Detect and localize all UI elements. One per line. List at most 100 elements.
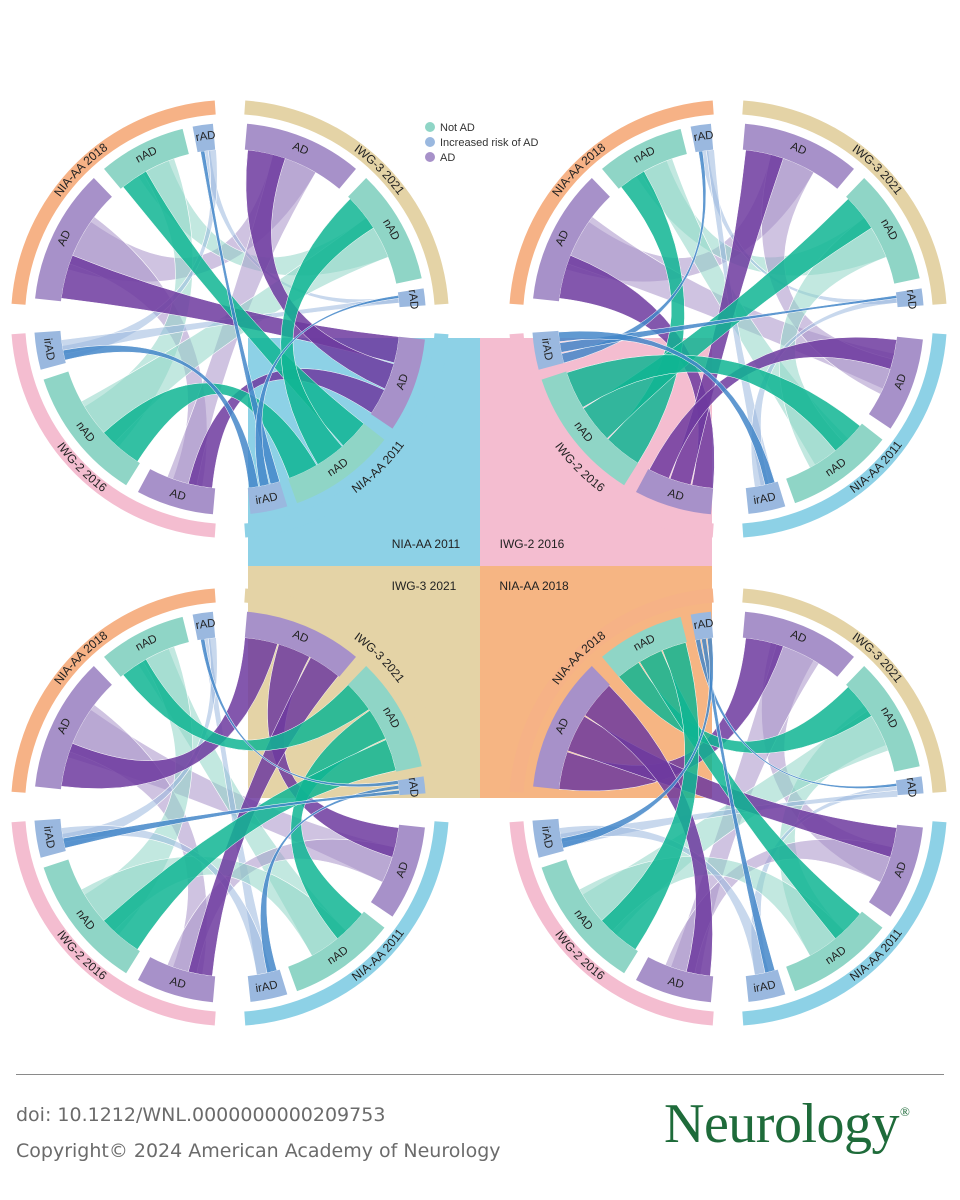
group-ring-nia-aa-2011: [742, 333, 947, 538]
ribbon-highlight-nad: [566, 354, 861, 452]
group-ring-iwg-3-2021: [742, 100, 947, 305]
chord-top-right-ribbons: [558, 149, 898, 489]
segment-ad: [742, 611, 854, 677]
chord-bottom-right-ribbons: [558, 637, 899, 977]
segment-label-ad: AD: [666, 487, 685, 503]
segment-label-ad: AD: [394, 372, 411, 391]
segment-ad: [868, 336, 923, 429]
legend-label-0: Not AD: [440, 122, 475, 134]
segment-irad: [745, 481, 786, 514]
legend: Not AD Increased risk of AD AD: [425, 122, 538, 164]
chord-top-left: NIA-AA 2018ADnADirADIWG-3 2021ADnADirADN…: [0, 0, 449, 538]
segment-irad: [397, 776, 426, 796]
group-ring-iwg-2-2016: [11, 333, 216, 538]
segment-nad: [786, 911, 883, 992]
segment-nad: [43, 859, 140, 974]
segment-ad: [742, 123, 854, 189]
segment-ad: [533, 666, 610, 790]
segment-label-ad: AD: [892, 372, 909, 391]
chord-top-left-ribbons: [60, 149, 400, 489]
group-ring-iwg-2-2016: [509, 333, 714, 538]
segment-irad: [745, 969, 786, 1002]
segment-nad: [602, 616, 687, 677]
segment-label-ad: AD: [789, 140, 808, 157]
neurology-logo: Neurology®: [664, 1092, 910, 1156]
segment-label-irad: irAD: [255, 491, 279, 507]
segment-label-irad: irAD: [0, 0, 216, 144]
ribbon-highlight-irad: [200, 638, 399, 788]
segment-label-ad: AD: [168, 487, 187, 503]
segment-nad: [288, 911, 385, 992]
segment-nad: [348, 178, 422, 284]
legend-swatch-0: [425, 122, 435, 132]
segment-label-irad: irAD: [0, 0, 714, 144]
segment-label-irad: irAD: [41, 826, 56, 850]
segment-ad: [533, 178, 610, 302]
segment-ad: [137, 957, 216, 1003]
segment-label-irad: irAD: [539, 338, 554, 362]
segment-nad: [288, 423, 385, 504]
segment-irad: [397, 288, 426, 308]
segment-irad: [532, 818, 564, 858]
group-ring-nia-aa-2018: [11, 100, 216, 305]
segment-irad: [690, 611, 714, 641]
quadrant-iwg-2-2016-label: IWG-2 2016: [500, 537, 565, 551]
quadrant-nia-aa-2011-label: NIA-AA 2011: [392, 537, 461, 551]
chord-bottom-left-ribbons: [60, 637, 400, 977]
segment-label-ad: AD: [291, 628, 310, 645]
segment-nad: [104, 616, 189, 677]
segment-ad: [370, 824, 425, 917]
segment-nad: [43, 371, 140, 486]
segment-irad: [192, 611, 216, 641]
chord-diagram-figure: NIA-AA 2011 IWG-2 2016 IWG-3 2021 NIA-AA 20…: [0, 0, 947, 1026]
segment-label-irad: irAD: [41, 338, 56, 362]
segment-ad: [244, 611, 356, 677]
segment-ad: [35, 178, 112, 302]
segment-ad: [244, 123, 356, 189]
segment-nad: [541, 859, 638, 974]
group-ring-nia-aa-2011: [742, 821, 947, 1026]
group-ring-iwg-2-2016: [509, 821, 714, 1026]
segment-irad: [532, 330, 564, 370]
segment-label-irad: irAD: [539, 826, 554, 850]
quadrant-nia-aa-2018-label: NIA-AA 2018: [499, 579, 569, 593]
legend-label-1: Increased risk of AD: [440, 137, 538, 149]
ribbon-highlight-irad: [558, 330, 776, 486]
copyright-text: Copyright© 2024 American Academy of Neur…: [16, 1140, 501, 1162]
segment-label-ad: AD: [394, 860, 411, 879]
segment-label-irad: irAD: [753, 979, 777, 995]
segment-label-ad: AD: [666, 975, 685, 991]
segment-nad: [846, 178, 920, 284]
footer-divider: [16, 1074, 944, 1075]
segment-irad: [247, 481, 288, 514]
legend-swatch-2: [425, 152, 435, 162]
group-ring-nia-aa-2011: [244, 333, 449, 538]
group-ring-nia-aa-2018: [509, 588, 714, 793]
segment-irad: [34, 330, 66, 370]
segment-ad: [370, 336, 425, 429]
segment-nad: [602, 128, 687, 189]
legend-label-2: AD: [440, 152, 455, 164]
quadrant-iwg-3-2021-label: IWG-3 2021: [392, 579, 457, 593]
segment-irad: [192, 123, 216, 153]
segment-ad: [35, 666, 112, 790]
segment-label-irad: irAD: [753, 491, 777, 507]
group-ring-nia-aa-2011: [244, 821, 449, 1026]
segment-label-ad: AD: [892, 860, 909, 879]
group-ring-nia-aa-2018: [11, 588, 216, 793]
segment-label-irad: irAD: [255, 979, 279, 995]
segment-irad: [34, 818, 66, 858]
group-ring-iwg-3-2021: [742, 588, 947, 793]
group-ring-iwg-2-2016: [11, 821, 216, 1026]
segment-irad: [895, 776, 924, 796]
group-ring-iwg-3-2021: [244, 588, 449, 793]
segment-ad: [868, 824, 923, 917]
segment-irad: [690, 123, 714, 153]
segment-nad: [541, 371, 638, 486]
legend-swatch-1: [425, 137, 435, 147]
segment-label-ad: AD: [168, 975, 187, 991]
segment-irad: [895, 288, 924, 308]
segment-label-ad: AD: [789, 628, 808, 645]
brand-name: Neurology: [664, 1093, 900, 1155]
registered-mark: ®: [900, 1104, 910, 1119]
